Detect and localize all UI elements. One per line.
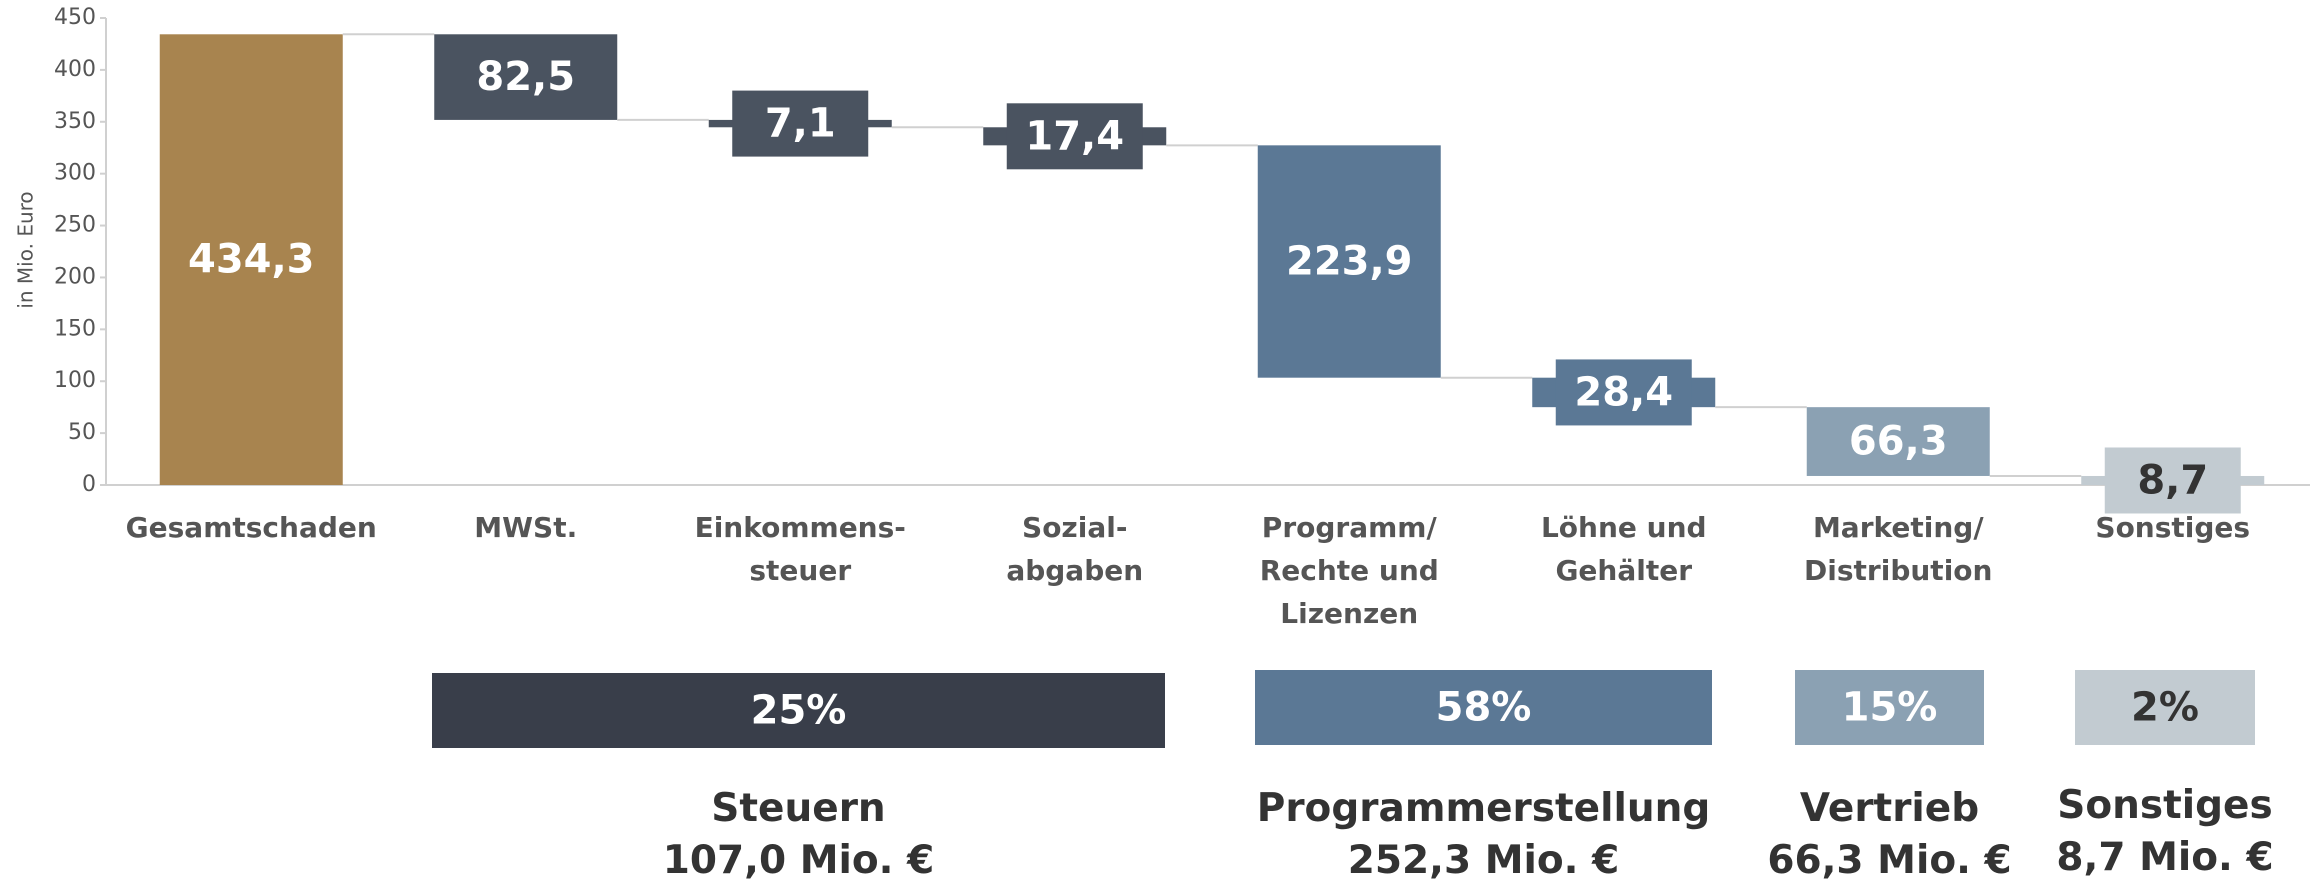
x-tick-label: Einkommens- steuer (694, 511, 906, 587)
y-tick-label: 150 (54, 316, 96, 341)
x-tick-label: Löhne und Gehälter (1540, 511, 1707, 587)
bar (1257, 145, 1441, 378)
label-box (2104, 447, 2241, 514)
y-tick-label: 350 (54, 109, 96, 134)
x-tick-label: Sonstiges (2095, 511, 2251, 544)
group-name: Steuern (711, 786, 886, 831)
value-label: 434,3 (188, 237, 315, 283)
y-tick-label: 0 (82, 472, 96, 497)
bar (159, 34, 343, 485)
label-box (1006, 103, 1143, 170)
group-amount: 8,7 Mio. € (2056, 835, 2274, 880)
value-label: 82,5 (476, 54, 575, 100)
x-tick-label: Programm/ Rechte und Lizenzen (1259, 511, 1439, 630)
label-box (1555, 359, 1692, 426)
value-label: 17,4 (1025, 113, 1124, 159)
value-label: 223,9 (1286, 239, 1413, 285)
group-bar (1255, 670, 1712, 745)
group-bar (432, 673, 1165, 748)
group-bar (2075, 670, 2255, 745)
group-amount: 66,3 Mio. € (1767, 838, 2012, 883)
y-tick-label: 50 (68, 420, 96, 445)
group-share: 58% (1436, 685, 1532, 731)
value-label: 66,3 (1849, 419, 1948, 465)
group-name: Vertrieb (1799, 786, 1980, 831)
group-share: 2% (2131, 685, 2199, 731)
group-name: Sonstiges (2057, 783, 2273, 828)
group-share: 15% (1842, 685, 1938, 731)
y-tick-label: 400 (54, 57, 96, 82)
value-label: 8,7 (2137, 457, 2208, 503)
value-label: 28,4 (1574, 369, 1673, 415)
x-tick-label: MWSt. (474, 511, 578, 544)
group-amount: 107,0 Mio. € (662, 838, 935, 883)
y-tick-label: 250 (54, 213, 96, 238)
group-share: 25% (751, 688, 847, 734)
y-tick-label: 450 (54, 5, 96, 30)
group-bar (1795, 670, 1984, 745)
x-tick-label: Sozial- abgaben (1006, 511, 1144, 587)
y-tick-label: 200 (54, 264, 96, 289)
group-amount: 252,3 Mio. € (1347, 838, 1620, 883)
label-box (1830, 408, 1967, 475)
label-box (732, 90, 869, 157)
value-label: 7,1 (765, 101, 836, 147)
x-tick-label: Marketing/ Distribution (1804, 511, 1993, 587)
y-axis-label: in Mio. Euro (14, 191, 38, 308)
y-tick-label: 100 (54, 368, 96, 393)
x-tick-label: Gesamtschaden (125, 511, 377, 544)
group-name: Programmerstellung (1256, 786, 1711, 831)
bar (434, 34, 618, 120)
y-tick-label: 300 (54, 161, 96, 186)
